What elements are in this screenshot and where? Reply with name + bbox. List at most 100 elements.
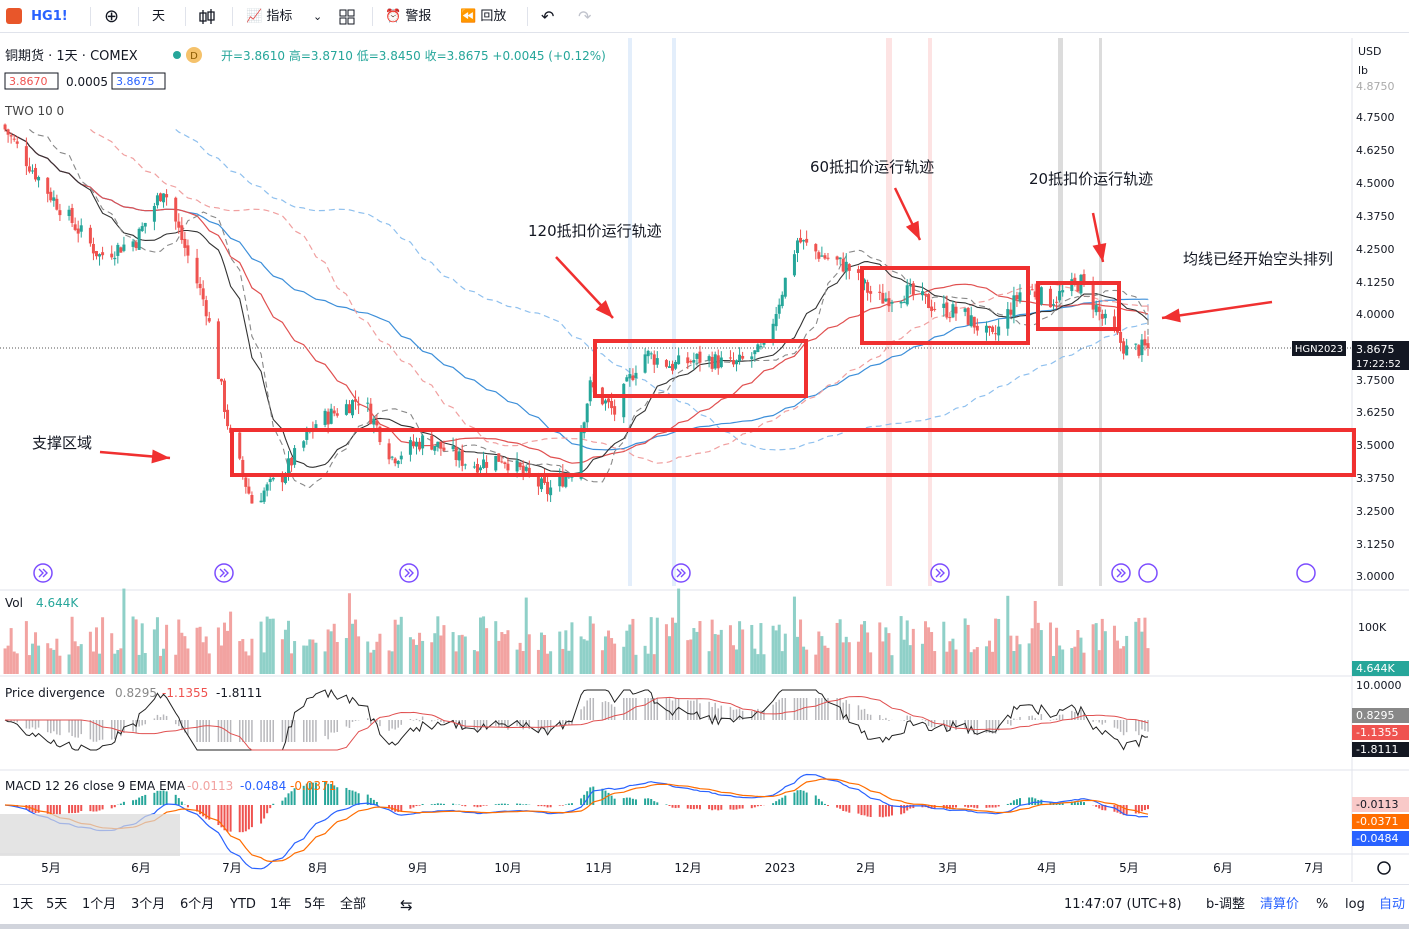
candle [418,441,422,450]
range-3m[interactable]: 3个月 [131,897,166,912]
symbol-label: HG1! [31,9,68,24]
volume-bar [244,651,248,674]
indicators-button[interactable]: 📈 指标 [246,0,292,33]
range-5y[interactable]: 5年 [304,897,326,912]
volume-bar [323,651,327,674]
currency-selector[interactable]: USD [1358,45,1382,58]
volume-bar [418,632,422,674]
candle-style-icon[interactable] [198,0,216,33]
macd-signal-value: -0.0371 [290,779,336,793]
ma20-arrow-head [1092,242,1107,262]
chart-canvas[interactable]: 120抵扣价运行轨迹 60抵扣价运行轨迹 20抵扣价运行轨迹均线已经开始空头排列支撑… [0,34,1409,883]
future-event-icon[interactable] [1296,563,1316,583]
interval-button[interactable]: 天 [152,9,166,24]
macd-histogram-value: -0.0113 [187,779,233,793]
time-axis-label: 7月 [222,861,242,875]
event-marker-icon[interactable] [33,563,53,583]
divergence-badge: 0.8295 [1356,709,1395,722]
volume-bar [216,627,220,674]
blurred-watermark [0,814,180,856]
volume-bar [52,649,56,674]
candle [561,473,565,487]
range-6m[interactable]: 6个月 [180,897,215,912]
lightning-event-icon[interactable] [1138,563,1158,583]
log-button[interactable]: log [1345,897,1365,912]
volume-bar [283,629,287,674]
candle [287,458,290,475]
symbol-search[interactable]: HG1! [6,0,68,33]
volume-bar [165,624,169,674]
volume-bar [735,649,739,674]
candle [536,475,540,487]
range-1y[interactable]: 1年 [270,897,292,912]
volume-bar [741,629,745,674]
volume-bar [91,651,95,674]
event-marker-icon[interactable] [214,563,234,583]
candle [558,474,562,487]
candle [905,285,909,305]
auto-button[interactable]: 自动 [1379,897,1406,912]
unit-selector[interactable]: lb [1358,64,1368,77]
redo-icon[interactable]: ↷ [578,7,592,26]
settings-gear-icon[interactable] [1377,861,1391,875]
volume-bar [162,648,166,674]
event-marker-icon[interactable] [399,563,419,583]
volume-bar [308,639,312,674]
candle [113,257,117,260]
double-chevron-icon [676,568,686,578]
range-1d[interactable]: 1天 [12,897,34,912]
volume-bar [710,619,714,674]
undo-icon[interactable]: ↶ [541,7,555,26]
candle [58,210,62,216]
replay-button[interactable]: ⏪ 回放 [460,0,506,33]
candle [131,241,135,247]
candle [844,261,848,272]
candle [564,476,568,487]
volume-bar [287,620,290,674]
volume-bar [600,650,604,674]
volume-bar [1094,623,1098,674]
session-highlight [1099,38,1102,586]
volume-bar [177,619,181,674]
candle [101,252,105,256]
alert-button[interactable]: ⏰ 警报 [385,0,431,33]
candle [792,254,796,276]
candle [756,344,760,353]
candle [335,413,339,416]
candle [162,193,166,203]
event-marker-icon[interactable] [1111,563,1131,583]
layout-grid-icon[interactable] [339,0,355,33]
candle [634,372,638,379]
settlement-button[interactable]: 清算价 [1260,897,1300,912]
volume-bar [439,635,443,674]
indicators-icon: 📈 [246,9,263,24]
goto-date-icon[interactable]: ⇆ [400,896,413,914]
percent-button[interactable]: % [1316,897,1329,912]
range-all[interactable]: 全部 [340,897,367,912]
volume-bar [372,649,376,674]
candle [460,449,464,466]
event-marker-icon[interactable] [671,563,691,583]
volume-bar [155,617,159,674]
range-ytd[interactable]: YTD [230,897,256,912]
compare-add-icon[interactable]: ⊕ [104,6,120,27]
chevron-down-icon[interactable]: ⌄ [313,10,323,23]
volume-bar [1070,648,1074,674]
volume-bar [561,648,565,674]
candle [546,481,550,495]
clock[interactable]: 11:47:07 (UTC+8) [1064,897,1182,912]
volume-bar [1027,643,1031,674]
volume-bar [558,631,562,674]
candle [52,197,56,201]
volume-bar [180,632,184,674]
range-5d[interactable]: 5天 [46,897,68,912]
divergence-value-3: -1.8111 [216,686,262,700]
volume-bar [302,645,306,674]
indicator-two-label: TWO 10 0 [4,104,64,118]
event-marker-icon[interactable] [930,563,950,583]
adjust-button[interactable]: b-调整 [1206,897,1245,912]
ask-price-bg [111,72,166,90]
candle [415,441,419,447]
range-1m[interactable]: 1个月 [82,897,117,912]
candle [963,308,967,312]
